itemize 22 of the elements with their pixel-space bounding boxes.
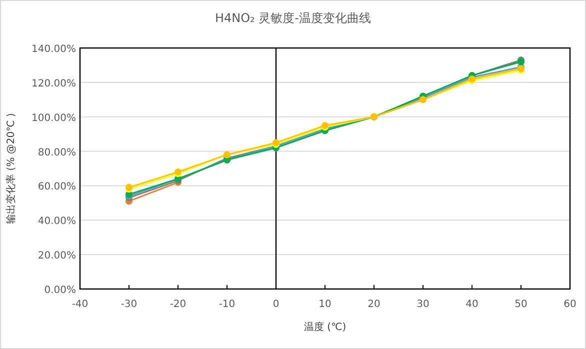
y-tick-label: 60.00% — [38, 182, 76, 193]
x-tick-label: -30 — [120, 299, 138, 310]
chart-title: H4NO₂ 灵敏度-温度变化曲线 — [214, 11, 372, 25]
x-tick-label: -20 — [170, 299, 186, 310]
y-tick-label: 20.00% — [38, 250, 76, 262]
x-axis-title: 温度 (℃) — [304, 321, 346, 333]
y-tick-label: 0.00% — [44, 285, 76, 296]
y-tick-label: 40.00% — [38, 216, 76, 228]
x-tick-label: 10 — [318, 299, 332, 310]
x-tick-label: 0 — [272, 299, 280, 310]
y-tick-label: 100.00% — [32, 112, 76, 124]
x-tick-label: 20 — [368, 299, 380, 310]
x-tick-label: 40 — [466, 299, 478, 310]
y-tick-label: 120.00% — [32, 78, 76, 90]
x-tick-label: 50 — [514, 299, 528, 310]
x-tick-label: 30 — [416, 299, 430, 310]
x-tick-label: -40 — [72, 299, 88, 310]
y-tick-label: 80.00% — [38, 147, 76, 158]
x-tick-label: 60 — [564, 299, 576, 310]
y-axis-title: 输出变化率 (% @20℃ ) — [5, 113, 17, 224]
y-tick-label: 140.00% — [32, 44, 76, 55]
x-tick-label: -10 — [218, 299, 236, 310]
